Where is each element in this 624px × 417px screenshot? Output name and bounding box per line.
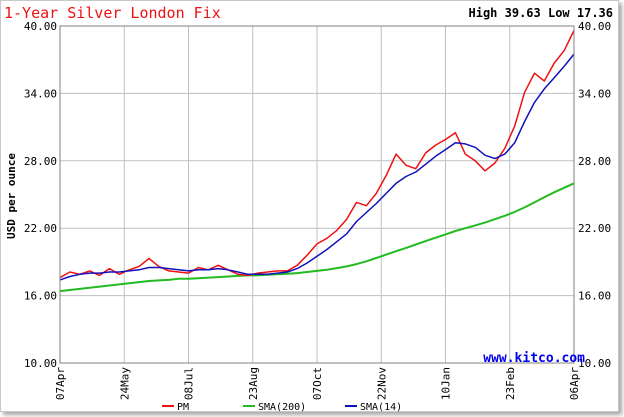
series-line-2 <box>59 53 575 281</box>
y-tick-label-right: 10.00 <box>578 357 611 370</box>
y-tick-label-left: 10.00 <box>24 357 57 370</box>
series-line-0 <box>59 30 575 279</box>
y-axis-label: USD per ounce <box>5 153 18 239</box>
x-tick-labels: 07Apr 24May 08Jul 23Aug 07Oct 22Nov 10Jan 23Feb… <box>54 367 581 400</box>
y-tick-label-right: 40.00 <box>578 20 611 33</box>
x-tick-label: 06Apr <box>568 367 581 400</box>
x-tick-label: 22Nov <box>375 367 388 400</box>
y-tick-label-left: 16.00 <box>24 290 57 303</box>
series-line-1 <box>59 182 575 293</box>
gridlines <box>60 25 574 364</box>
y-tick-label-right: 16.00 <box>578 290 611 303</box>
x-tick-label: 07Oct <box>311 367 324 400</box>
x-tick-label: 23Aug <box>247 367 260 400</box>
y-tick-label-left: 40.00 <box>24 20 57 33</box>
legend-label: SMA(200) <box>258 402 306 413</box>
y-tick-labels: 10.00 10.00 16.00 16.00 22.00 22.00 28.00 28.00… <box>24 20 611 370</box>
legend-label: SMA(14) <box>360 402 402 413</box>
plot-border <box>59 25 575 364</box>
chart-title: 1-Year Silver London Fix <box>4 4 221 22</box>
y-tick-label-right: 34.00 <box>578 87 611 100</box>
chart-subtitle: High 39.63 Low 17.36 <box>469 6 614 20</box>
y-tick-label-left: 22.00 <box>24 222 57 235</box>
legend: PM SMA(200) SMA(14) <box>162 402 402 413</box>
x-tick-label: 23Feb <box>504 367 517 400</box>
x-tick-label: 08Jul <box>183 367 196 400</box>
x-tick-label: 07Apr <box>54 367 67 400</box>
watermark: www.kitco.com <box>483 351 585 366</box>
y-tick-label-left: 28.00 <box>24 155 57 168</box>
legend-label: PM <box>177 402 189 413</box>
x-tick-label: 24May <box>118 367 131 400</box>
y-tick-label-left: 34.00 <box>24 87 57 100</box>
y-tick-label-right: 28.00 <box>578 155 611 168</box>
y-tick-label-right: 22.00 <box>578 222 611 235</box>
x-tick-label: 10Jan <box>440 367 453 400</box>
series-lines <box>59 30 575 293</box>
